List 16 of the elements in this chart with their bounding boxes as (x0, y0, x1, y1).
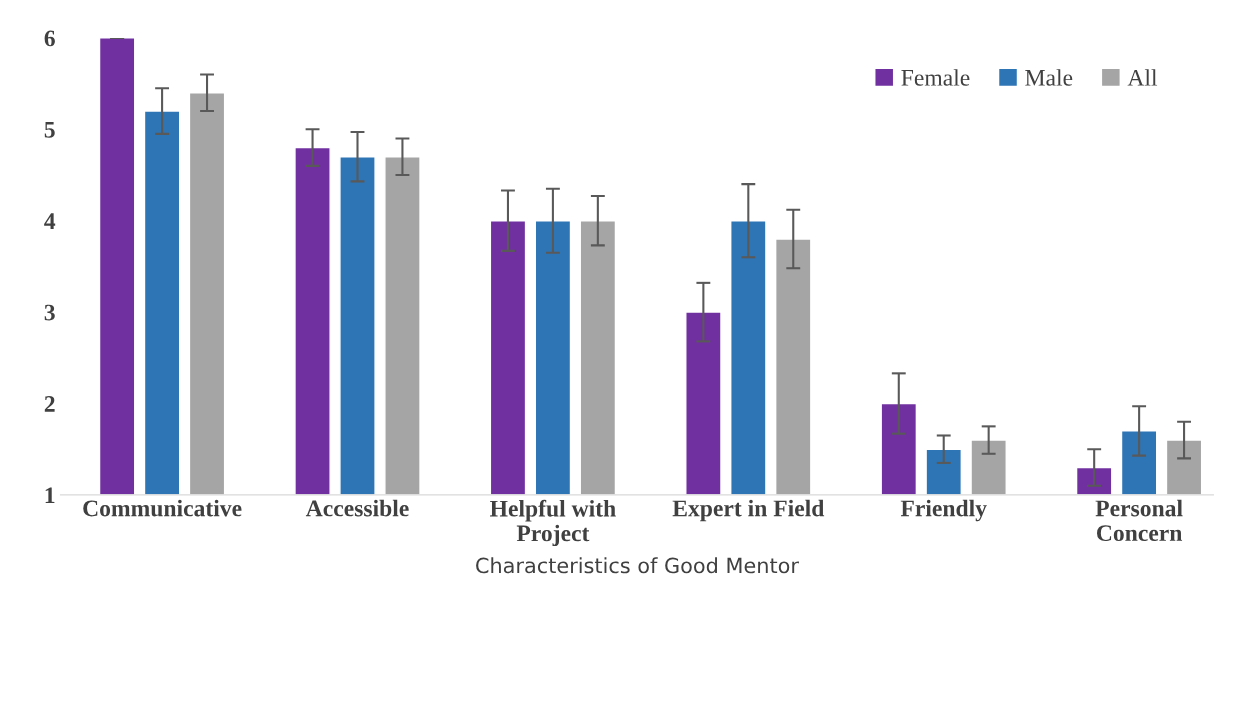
x-tick-label: Friendly (900, 499, 987, 522)
y-tick-label: 6 (44, 30, 55, 47)
x-tick-label: Expert in Field (672, 499, 825, 522)
y-tick-label: 2 (44, 396, 55, 412)
y-tick-label: 4 (44, 213, 56, 229)
y-tick-label: 3 (44, 304, 55, 321)
x-tick-label: Communicative (83, 499, 242, 517)
y-tick-label: 5 (44, 122, 55, 138)
y-tick-label: 1 (45, 487, 55, 504)
x-tick-label: Accessible (305, 499, 409, 517)
x-tick-label: Helpful with Project (490, 499, 616, 547)
legend-label: All (1127, 69, 1158, 86)
x-axis-title: Characteristics of Good Mentor (476, 557, 799, 574)
x-tick-label: Personal Concern (1095, 499, 1183, 542)
legend-label: Male (1025, 69, 1073, 86)
legend-label: Female (901, 69, 970, 86)
